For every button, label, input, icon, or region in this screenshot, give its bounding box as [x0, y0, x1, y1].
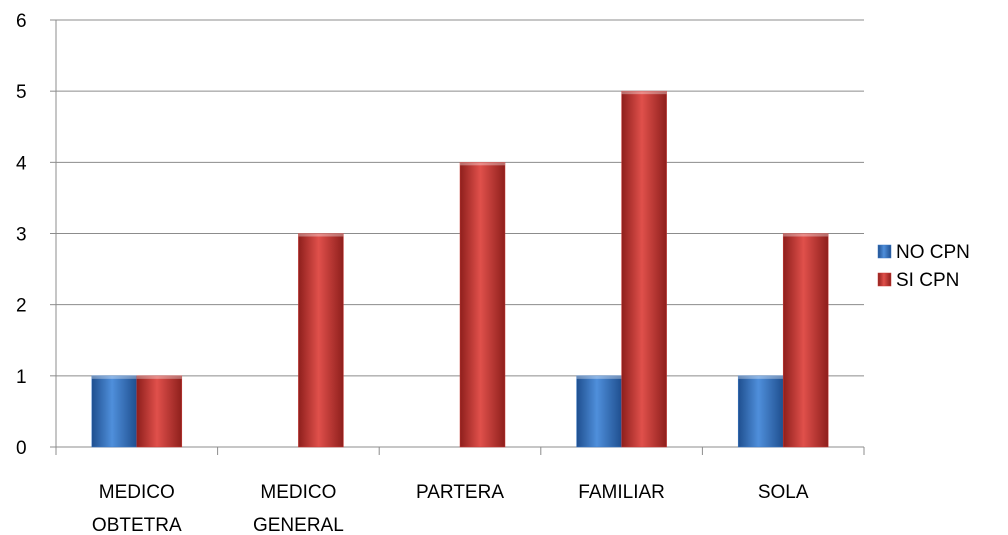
- legend-label-no-cpn: NO CPN: [896, 242, 970, 263]
- y-tick-label: 2: [16, 296, 27, 317]
- bar-no-cpn-0: [91, 375, 138, 448]
- bar-si-cpn-1: [298, 233, 344, 448]
- legend-swatch-no-cpn: [877, 244, 892, 259]
- bar-highlight: [298, 233, 344, 237]
- bar-si-cpn-3: [621, 90, 667, 448]
- x-tick-label: FAMILIAR: [578, 482, 665, 503]
- x-tick-label: SOLA: [758, 482, 809, 503]
- bar-no-cpn-4: [737, 375, 784, 448]
- y-tick-label: 5: [16, 82, 27, 103]
- bar-highlight: [460, 162, 505, 166]
- bar-highlight: [738, 375, 784, 379]
- bar-highlight: [621, 91, 667, 95]
- bars: [91, 90, 829, 448]
- x-tick-labels: MEDICO OBTETRA MEDICO GENERAL PARTERA FAMILIA…: [92, 482, 809, 535]
- y-tick-label: 4: [16, 153, 27, 174]
- bar-si-cpn-4: [782, 233, 829, 448]
- legend-swatch-si-cpn: [877, 272, 892, 287]
- x-tick-label: MEDICO: [260, 482, 336, 503]
- legend-label-si-cpn: SI CPN: [896, 270, 959, 291]
- y-tick-label: 0: [16, 438, 27, 459]
- x-tick-label: PARTERA: [416, 482, 504, 503]
- x-tick-label: MEDICO: [99, 482, 175, 503]
- x-tick-label: GENERAL: [253, 515, 344, 535]
- x-tick-label: OBTETRA: [92, 515, 182, 535]
- bar-highlight: [136, 375, 182, 379]
- bar-highlight: [91, 375, 137, 379]
- bar-highlight: [576, 375, 622, 379]
- y-tick-labels: 0 1 2 3 4 5 6: [16, 11, 27, 459]
- bar-si-cpn-0: [136, 375, 183, 448]
- legend: NO CPN SI CPN: [877, 242, 970, 291]
- y-tick-label: 1: [16, 367, 27, 388]
- y-tick-label: 6: [16, 11, 27, 32]
- bar-no-cpn-3: [576, 375, 622, 448]
- y-tick-label: 3: [16, 225, 27, 246]
- bar-highlight: [783, 233, 829, 237]
- bar-si-cpn-2: [459, 162, 506, 448]
